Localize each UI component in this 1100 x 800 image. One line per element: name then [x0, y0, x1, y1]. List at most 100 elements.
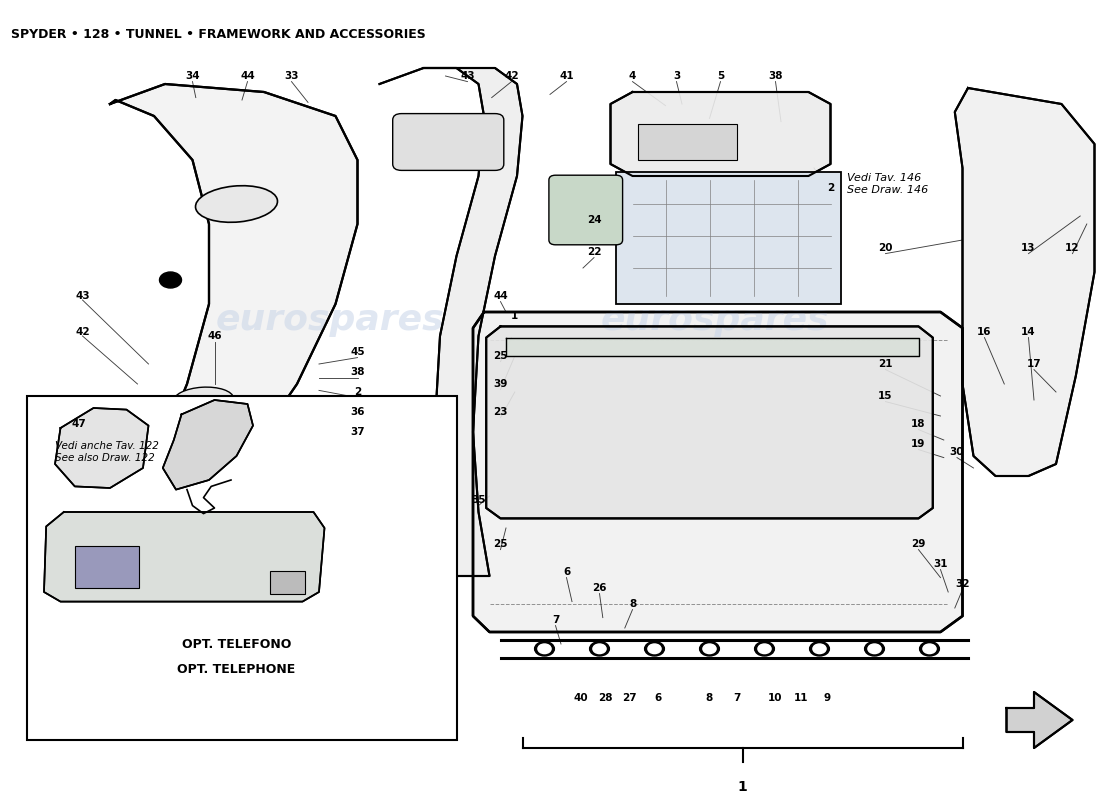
Text: 14: 14: [1021, 327, 1036, 337]
Text: 9: 9: [824, 693, 830, 702]
Text: 4: 4: [629, 71, 636, 81]
Text: OPT. TELEPHONE: OPT. TELEPHONE: [177, 663, 296, 676]
Text: 31: 31: [933, 559, 948, 569]
Text: SPYDER • 128 • TUNNEL • FRAMEWORK AND ACCESSORIES: SPYDER • 128 • TUNNEL • FRAMEWORK AND AC…: [11, 28, 426, 41]
Text: 25: 25: [493, 351, 508, 361]
Text: 30: 30: [949, 447, 965, 457]
Text: 10: 10: [768, 693, 783, 702]
Text: 16: 16: [977, 327, 992, 337]
Text: 39: 39: [493, 379, 508, 389]
Text: 23: 23: [493, 407, 508, 417]
Circle shape: [648, 644, 661, 654]
FancyBboxPatch shape: [616, 172, 842, 304]
Text: 2: 2: [827, 183, 834, 193]
Ellipse shape: [196, 186, 277, 222]
Polygon shape: [506, 338, 918, 356]
Text: 33: 33: [284, 71, 299, 81]
Text: 42: 42: [75, 327, 90, 337]
Text: eurospares: eurospares: [601, 303, 829, 337]
Text: 45: 45: [350, 347, 365, 357]
Text: 7: 7: [552, 615, 559, 625]
Text: 24: 24: [586, 215, 602, 225]
Text: 36: 36: [350, 407, 365, 417]
Text: 19: 19: [911, 439, 926, 449]
Polygon shape: [44, 512, 324, 602]
Text: 35: 35: [471, 495, 486, 505]
Text: 34: 34: [185, 71, 200, 81]
Text: 44: 44: [240, 71, 255, 81]
FancyBboxPatch shape: [393, 114, 504, 170]
Text: 41: 41: [559, 71, 574, 81]
Text: 46: 46: [207, 331, 222, 341]
Text: 21: 21: [878, 359, 893, 369]
FancyBboxPatch shape: [549, 175, 623, 245]
Text: 26: 26: [592, 583, 607, 593]
Bar: [638, 124, 737, 160]
Text: 47: 47: [72, 419, 87, 429]
Polygon shape: [379, 68, 522, 576]
Text: 27: 27: [621, 693, 637, 702]
Text: 5: 5: [717, 71, 724, 81]
Text: Vedi Tav. 146
See Draw. 146: Vedi Tav. 146 See Draw. 146: [847, 174, 928, 194]
Polygon shape: [55, 408, 148, 488]
Circle shape: [590, 642, 609, 656]
Text: 8: 8: [706, 693, 713, 702]
Text: 43: 43: [75, 291, 90, 301]
Text: eurospares: eurospares: [216, 303, 444, 337]
Bar: [75, 546, 139, 588]
Text: 37: 37: [350, 427, 365, 437]
Text: 6: 6: [563, 567, 570, 577]
Text: 42: 42: [504, 71, 519, 81]
Text: 28: 28: [597, 693, 613, 702]
Text: 43: 43: [460, 71, 475, 81]
Circle shape: [700, 642, 719, 656]
Circle shape: [703, 644, 716, 654]
Text: 7: 7: [734, 693, 740, 702]
Text: 12: 12: [1065, 243, 1080, 253]
Text: 15: 15: [878, 391, 893, 401]
Circle shape: [755, 642, 774, 656]
Text: 38: 38: [768, 71, 783, 81]
Text: 3: 3: [673, 71, 680, 81]
Text: 20: 20: [878, 243, 893, 253]
Circle shape: [813, 644, 826, 654]
Text: 22: 22: [586, 247, 602, 257]
Text: 8: 8: [629, 599, 636, 609]
Polygon shape: [610, 92, 830, 176]
Text: OPT. TELEFONO: OPT. TELEFONO: [182, 638, 292, 650]
Text: 2: 2: [354, 387, 361, 397]
Text: 44: 44: [493, 291, 508, 301]
Circle shape: [160, 272, 182, 288]
Circle shape: [758, 644, 771, 654]
Circle shape: [538, 644, 551, 654]
Text: 32: 32: [955, 579, 970, 589]
Circle shape: [535, 642, 554, 656]
Circle shape: [868, 644, 881, 654]
FancyBboxPatch shape: [28, 396, 456, 740]
Text: 6: 6: [654, 693, 661, 702]
Circle shape: [593, 644, 606, 654]
Circle shape: [645, 642, 664, 656]
Text: 17: 17: [1026, 359, 1042, 369]
Text: 18: 18: [911, 419, 926, 429]
Text: 11: 11: [793, 693, 808, 702]
Circle shape: [923, 644, 936, 654]
Text: Vedi anche Tav. 122
See also Draw. 122: Vedi anche Tav. 122 See also Draw. 122: [55, 442, 158, 462]
Text: 1: 1: [738, 780, 747, 794]
Ellipse shape: [174, 387, 233, 413]
Circle shape: [865, 642, 884, 656]
Text: 25: 25: [493, 539, 508, 549]
Text: 40: 40: [573, 693, 588, 702]
Polygon shape: [163, 400, 253, 490]
Polygon shape: [1006, 692, 1072, 748]
Circle shape: [810, 642, 829, 656]
Text: 1: 1: [512, 311, 518, 321]
Text: 13: 13: [1021, 243, 1036, 253]
Polygon shape: [110, 84, 358, 616]
Polygon shape: [486, 326, 933, 518]
Text: 29: 29: [911, 539, 926, 549]
Polygon shape: [473, 312, 962, 632]
Bar: [270, 571, 305, 594]
Text: 38: 38: [350, 367, 365, 377]
Circle shape: [920, 642, 939, 656]
